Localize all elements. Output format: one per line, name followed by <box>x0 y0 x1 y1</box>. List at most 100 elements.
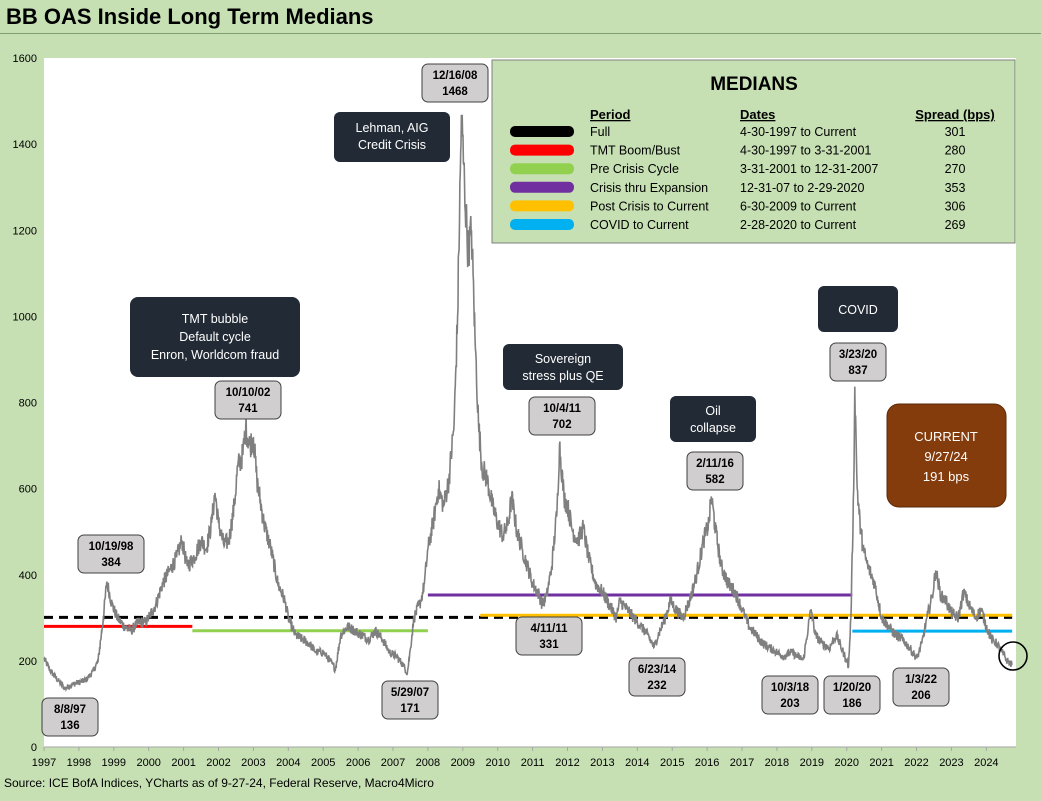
point-label-value: 1468 <box>442 86 468 98</box>
x-tick-label: 2017 <box>730 757 754 769</box>
callout-line: collapse <box>690 421 736 435</box>
legend-dates: 4-30-1997 to Current <box>740 125 857 139</box>
point-label-date: 6/23/14 <box>638 664 677 676</box>
event-callout-sovereign: Sovereign stress plus QE <box>503 344 623 390</box>
x-tick-label: 2001 <box>171 757 195 769</box>
y-tick-label: 1600 <box>13 53 37 65</box>
legend-col-spread: Spread (bps) <box>915 107 994 122</box>
point-label: 1/3/22 206 <box>892 667 950 707</box>
x-tick-label: 2021 <box>869 757 893 769</box>
legend-period: TMT Boom/Bust <box>590 144 681 158</box>
point-label: 10/3/18 203 <box>761 675 819 715</box>
legend-box <box>491 59 1016 244</box>
legend: MEDIANS Period Dates Spread (bps) Full 4-… <box>491 59 1016 244</box>
x-tick-label: 2000 <box>136 757 160 769</box>
event-callout-lehman: Lehman, AIG Credit Crisis <box>334 112 450 162</box>
point-label-box <box>829 342 887 382</box>
point-label-date: 10/3/18 <box>771 682 810 694</box>
legend-title: MEDIANS <box>710 74 798 95</box>
callout-box <box>130 297 300 377</box>
point-label-box <box>761 675 819 715</box>
x-tick-label: 2022 <box>904 757 928 769</box>
point-label: 6/23/14 232 <box>628 657 686 697</box>
point-label-date: 8/8/97 <box>54 704 86 716</box>
point-label: 12/16/08 1468 <box>421 63 489 103</box>
x-tick-label: 2007 <box>381 757 405 769</box>
current-box <box>886 403 1007 508</box>
point-label-box <box>892 667 950 707</box>
point-label: 10/4/11 702 <box>528 396 596 436</box>
legend-period: Crisis thru Expansion <box>590 181 708 195</box>
point-label-value: 702 <box>552 419 571 431</box>
x-tick-label: 2006 <box>346 757 370 769</box>
x-tick-label: 2023 <box>939 757 963 769</box>
callout-line: COVID <box>838 303 878 317</box>
point-label-value: 741 <box>238 403 258 415</box>
legend-dates: 3-31-2001 to 12-31-2007 <box>740 162 878 176</box>
point-label-value: 582 <box>705 474 724 486</box>
point-label-date: 4/11/11 <box>530 623 568 635</box>
event-callout-oil: Oil collapse <box>670 396 756 442</box>
current-marker-circle <box>998 641 1028 671</box>
x-tick-label: 2020 <box>834 757 858 769</box>
x-tick-label: 2013 <box>590 757 614 769</box>
point-label: 10/10/02 741 <box>214 380 282 420</box>
x-tick-label: 2012 <box>555 757 579 769</box>
x-tick-label: 2003 <box>241 757 265 769</box>
x-tick-label: 2024 <box>974 757 998 769</box>
x-tick-label: 2018 <box>765 757 789 769</box>
x-tick-label: 1998 <box>67 757 91 769</box>
point-label-value: 203 <box>780 698 799 710</box>
callout-line: Oil <box>705 404 720 418</box>
point-label-box <box>421 63 489 103</box>
callout-box <box>818 286 898 332</box>
y-tick-label: 1200 <box>13 225 37 237</box>
point-label-box <box>628 657 686 697</box>
legend-spread: 269 <box>945 218 966 232</box>
point-label-value: 206 <box>911 690 930 702</box>
x-tick-label: 1997 <box>32 757 56 769</box>
current-line: 9/27/24 <box>924 449 967 464</box>
x-axis: 1997 1998 1999 2000 2001 2002 2003 2004 2005 2006… <box>32 747 999 769</box>
title-divider <box>0 33 1041 34</box>
callout-line: Default cycle <box>179 330 251 344</box>
point-label: 4/11/11 331 <box>515 616 583 656</box>
legend-swatch <box>510 219 574 230</box>
x-tick-label: 2014 <box>625 757 649 769</box>
point-label-box <box>528 396 596 436</box>
point-label-date: 1/20/20 <box>833 682 871 694</box>
point-label-date: 10/4/11 <box>543 403 581 415</box>
point-labels: 12/16/08 1468 10/10/02 741 10/4/11 702 3/23/20… <box>41 63 950 737</box>
current-callout: CURRENT 9/27/24 191 bps <box>886 403 1007 508</box>
point-label-value: 171 <box>400 703 420 715</box>
chart-title: BB OAS Inside Long Term Medians <box>6 4 374 29</box>
legend-period: Pre Crisis Cycle <box>590 162 679 176</box>
x-tick-label: 2019 <box>800 757 824 769</box>
x-tick-label: 2008 <box>416 757 440 769</box>
source-note: Source: ICE BofA Indices, YCharts as of … <box>4 776 434 790</box>
point-label-box <box>77 534 145 574</box>
x-tick-label: 2010 <box>485 757 509 769</box>
y-tick-label: 1000 <box>13 311 37 323</box>
x-tick-label: 1999 <box>102 757 126 769</box>
legend-dates: 4-30-1997 to 3-31-2001 <box>740 144 871 158</box>
point-label: 3/23/20 837 <box>829 342 887 382</box>
point-label-value: 384 <box>101 557 121 569</box>
callout-line: Lehman, AIG <box>356 121 429 135</box>
callout-box <box>670 396 756 442</box>
x-tick-label: 2016 <box>695 757 719 769</box>
y-tick-label: 1400 <box>13 139 37 151</box>
legend-spread: 280 <box>945 144 966 158</box>
legend-dates: 12-31-07 to 2-29-2020 <box>740 181 864 195</box>
point-label-date: 10/10/02 <box>226 387 271 399</box>
point-label-box <box>41 697 99 737</box>
y-tick-label: 200 <box>19 656 37 668</box>
point-label-box <box>515 616 583 656</box>
point-label-date: 1/3/22 <box>905 674 937 686</box>
point-label-value: 232 <box>647 680 666 692</box>
legend-swatch <box>510 163 574 175</box>
point-label: 8/8/97 136 <box>41 697 99 737</box>
y-tick-label: 600 <box>19 484 37 496</box>
x-tick-label: 2015 <box>660 757 684 769</box>
legend-col-period: Period <box>590 107 631 122</box>
